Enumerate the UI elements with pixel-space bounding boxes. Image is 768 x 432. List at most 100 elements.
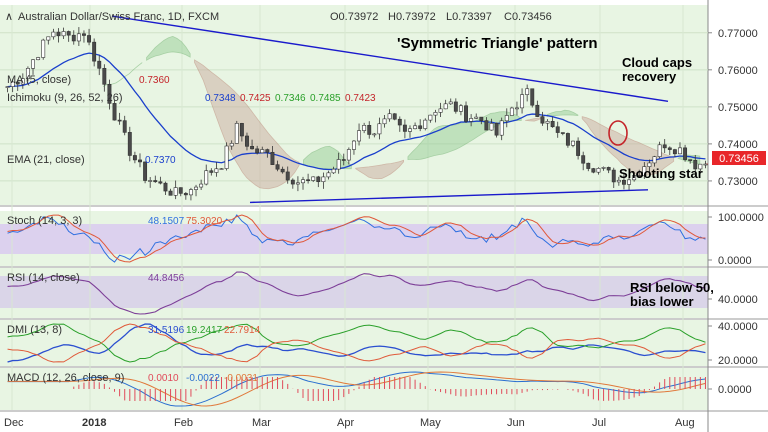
time-tick-label-1: 2018 [82,417,106,429]
candle-body-119 [611,169,616,183]
candle-body-133 [683,147,688,160]
candle-body-35 [183,193,188,196]
axis-tick-stoch-1: 0.0000 [718,255,752,267]
candle-body-77 [397,118,402,126]
candle-body-38 [199,183,204,188]
candle-body-69 [357,130,362,142]
candle-body-109 [560,132,565,134]
candle-body-111 [571,140,575,146]
panel-title-stoch: Stoch (14, 3, 3) [7,215,82,227]
candle-body-121 [621,179,626,185]
symbol-title: Australian Dollar/Swiss Franc, 1D, FXCM [18,11,219,23]
candle-body-7 [41,39,46,58]
panel-value-stoch-0: 48.1507 [148,216,185,227]
candle-body-113 [581,155,586,164]
time-tick-label-7: Jul [592,417,606,429]
rsi-note-line1: RSI below 50, [630,280,714,295]
rsi-band [0,276,708,308]
candle-body-102 [525,88,530,95]
candle-body-68 [351,140,356,150]
candle-body-104 [535,104,540,117]
stoch-k-line [7,214,706,263]
candle-body-86 [443,103,448,110]
candle-body-34 [178,187,183,194]
shooting-star-circle [608,120,628,146]
panel-value-dmi-1: 19.2417 [186,325,223,336]
price-tick-label-3: 0.74000 [718,139,758,151]
candle-body-29 [153,180,158,183]
candle-body-14 [76,33,81,42]
candle-body-115 [591,168,596,173]
candle-body-89 [458,105,463,112]
candle-body-54 [280,168,285,173]
candle-body-40 [209,170,214,173]
candle-body-52 [270,151,275,165]
last-price-badge-text: 0.73456 [719,153,759,165]
price-badge: 0.73456 [712,151,766,165]
price-tick-label-0: 0.77000 [718,28,758,40]
candle-body-73 [377,123,382,135]
candle-body-65 [336,159,341,170]
candle-body-9 [51,31,56,38]
candle-body-24 [127,132,132,156]
candle-body-118 [606,167,611,171]
candle-body-112 [576,140,581,156]
dmi-minus-line [7,323,706,363]
candle-body-22 [117,119,122,122]
panel-title-rsi: RSI (14, close) [7,272,80,284]
ohlc-values: O0.73972 H0.73972 L0.73397 C0.73456 [330,11,552,23]
candle-body-131 [672,149,677,155]
candle-body-19 [102,67,107,85]
legend: ∧ Australian Dollar/Swiss Franc, 1D, FXC… [5,11,552,166]
indicator-value-2-0: 0.7370 [145,155,176,166]
candle-body-132 [678,147,682,155]
candle-body-62 [321,176,326,183]
panel-value-rsi-0: 44.8456 [148,273,185,284]
candle-body-23 [122,120,127,133]
time-tick-label-4: Apr [337,417,354,429]
candle-body-67 [346,149,351,161]
candle-body-4 [25,68,30,79]
candle-body-72 [372,133,377,136]
panel-title-macd: MACD (12, 26, close, 9) [7,372,124,384]
panel-title-dmi: DMI (13, 8) [7,324,62,336]
candle-body-124 [637,175,642,177]
candle-body-128 [657,144,662,157]
indicator-value-0-0: 0.7360 [139,75,170,86]
time-tick-label-3: Mar [252,417,271,429]
candle-body-53 [275,164,280,170]
cloud-note-line2: recovery [622,69,677,84]
candle-body-43 [224,145,229,169]
candle-body-92 [474,116,479,119]
pattern-title-annotation: 'Symmetric Triangle' pattern [397,35,598,52]
candle-body-137 [703,163,708,166]
cloud-segment-102 [546,109,579,117]
candle-body-63 [326,172,331,178]
candle-body-59 [306,179,311,181]
indicator-value-1-0: 0.7348 [205,93,236,104]
candle-body-71 [367,125,372,135]
rsi-line [7,271,706,315]
candle-body-74 [382,118,387,125]
indicator-value-1-3: 0.7485 [310,93,341,104]
candle-body-96 [494,123,499,136]
dmi-plus-line [7,323,706,363]
indicator-name-0: MA (5, close) [7,74,71,86]
panel-value-stoch-1: 75.3020 [186,216,223,227]
axis-tick-stoch-0: 100.0000 [718,212,764,224]
candle-body-6 [36,57,41,61]
candle-body-136 [698,163,703,170]
candle-body-88 [453,101,458,112]
candle-body-12 [66,31,71,36]
hide-arrow-icon[interactable]: ∧ [5,11,13,23]
candle-body-18 [97,60,102,69]
candle-body-105 [540,116,545,124]
candle-body-10 [56,31,61,37]
macd-signal-line [7,371,706,407]
price-tick-label-4: 0.73000 [718,176,758,188]
candle-body-1 [10,81,15,87]
candle-body-91 [469,118,474,122]
candle-body-58 [301,179,305,184]
panel-value-dmi-2: 22.7914 [224,325,261,336]
lower-trendline [249,189,649,204]
